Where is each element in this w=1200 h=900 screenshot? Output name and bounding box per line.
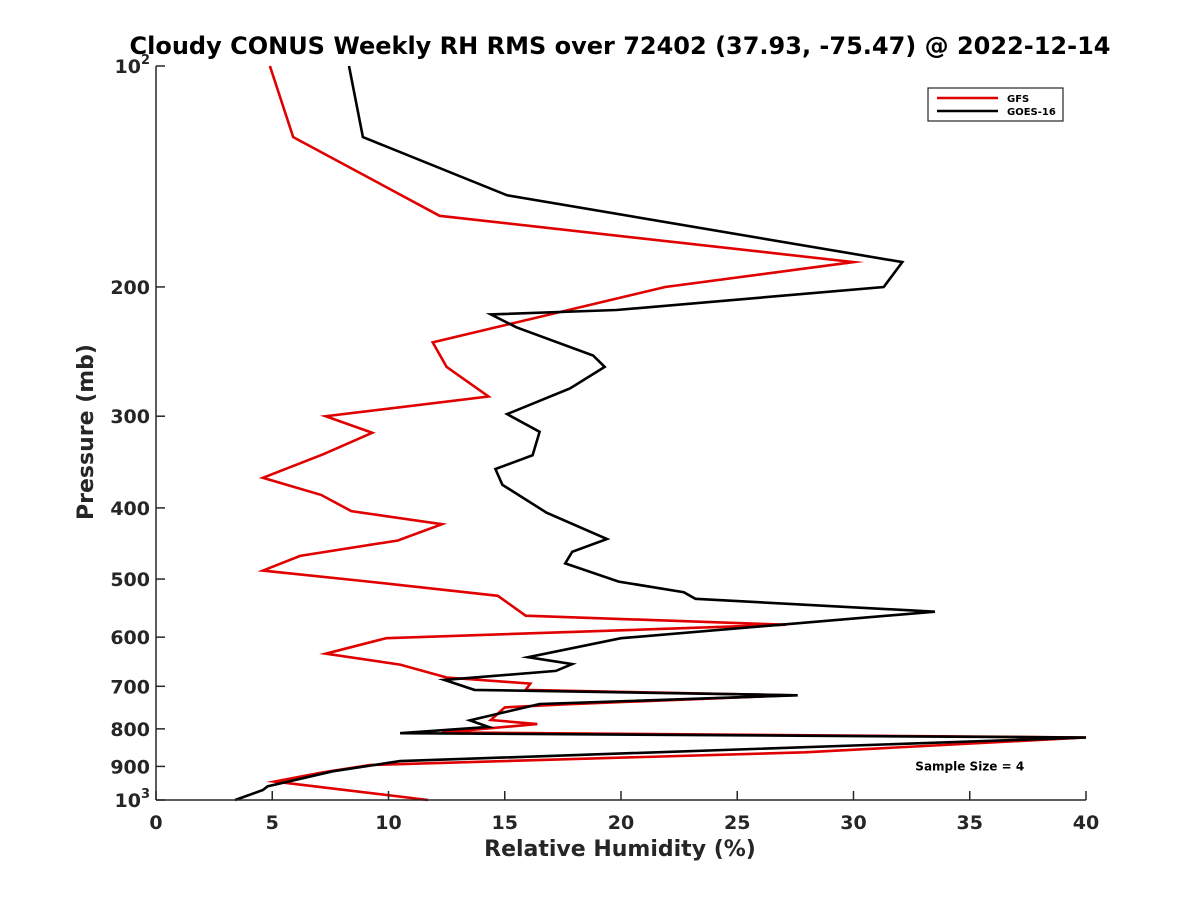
- x-tick-label: 40: [1073, 812, 1099, 834]
- series-line-goes-16: [234, 65, 1087, 802]
- y-tick-label: 200: [110, 277, 150, 299]
- x-tick-label: 10: [375, 812, 401, 834]
- legend-box: [927, 87, 1064, 122]
- x-tick-label: 20: [608, 812, 634, 834]
- x-tick-label: 30: [840, 812, 866, 834]
- x-axis-label: Relative Humidity (%): [484, 837, 756, 862]
- y-axis-label: Pressure (mb): [74, 344, 99, 520]
- legend: GFS GOES-16: [927, 87, 1064, 122]
- chart-title: Cloudy CONUS Weekly RH RMS over 72402 (3…: [130, 32, 1111, 60]
- y-ticks: 102 200 300 400 500 600 700 800 900 103: [110, 53, 165, 812]
- x-tick-label: 15: [492, 812, 518, 834]
- x-ticks: 0 5 10 15 20 25 30 35 40: [149, 791, 1099, 834]
- sample-size-annotation: Sample Size = 4: [915, 760, 1024, 774]
- x-tick-label: 5: [266, 812, 279, 834]
- series-layer: [234, 65, 1087, 802]
- x-tick-label: 0: [149, 812, 162, 834]
- y-tick-label: 800: [110, 719, 150, 741]
- series-line-gfs: [257, 65, 1087, 802]
- y-tick-label: 103: [115, 787, 151, 812]
- y-tick-label: 500: [110, 569, 150, 591]
- x-tick-label: 35: [957, 812, 983, 834]
- y-tick-label: 700: [110, 676, 150, 698]
- y-tick-label: 400: [110, 498, 150, 520]
- y-tick-label: 900: [110, 756, 150, 778]
- plot-area: [156, 66, 1086, 800]
- annotation-layer: Sample Size = 4: [915, 760, 1024, 774]
- x-tick-label: 25: [724, 812, 750, 834]
- legend-label: GOES-16: [1007, 107, 1056, 118]
- y-tick-label: 300: [110, 406, 150, 428]
- y-tick-label: 102: [115, 53, 151, 78]
- y-tick-label: 600: [110, 627, 150, 649]
- legend-label: GFS: [1007, 94, 1029, 105]
